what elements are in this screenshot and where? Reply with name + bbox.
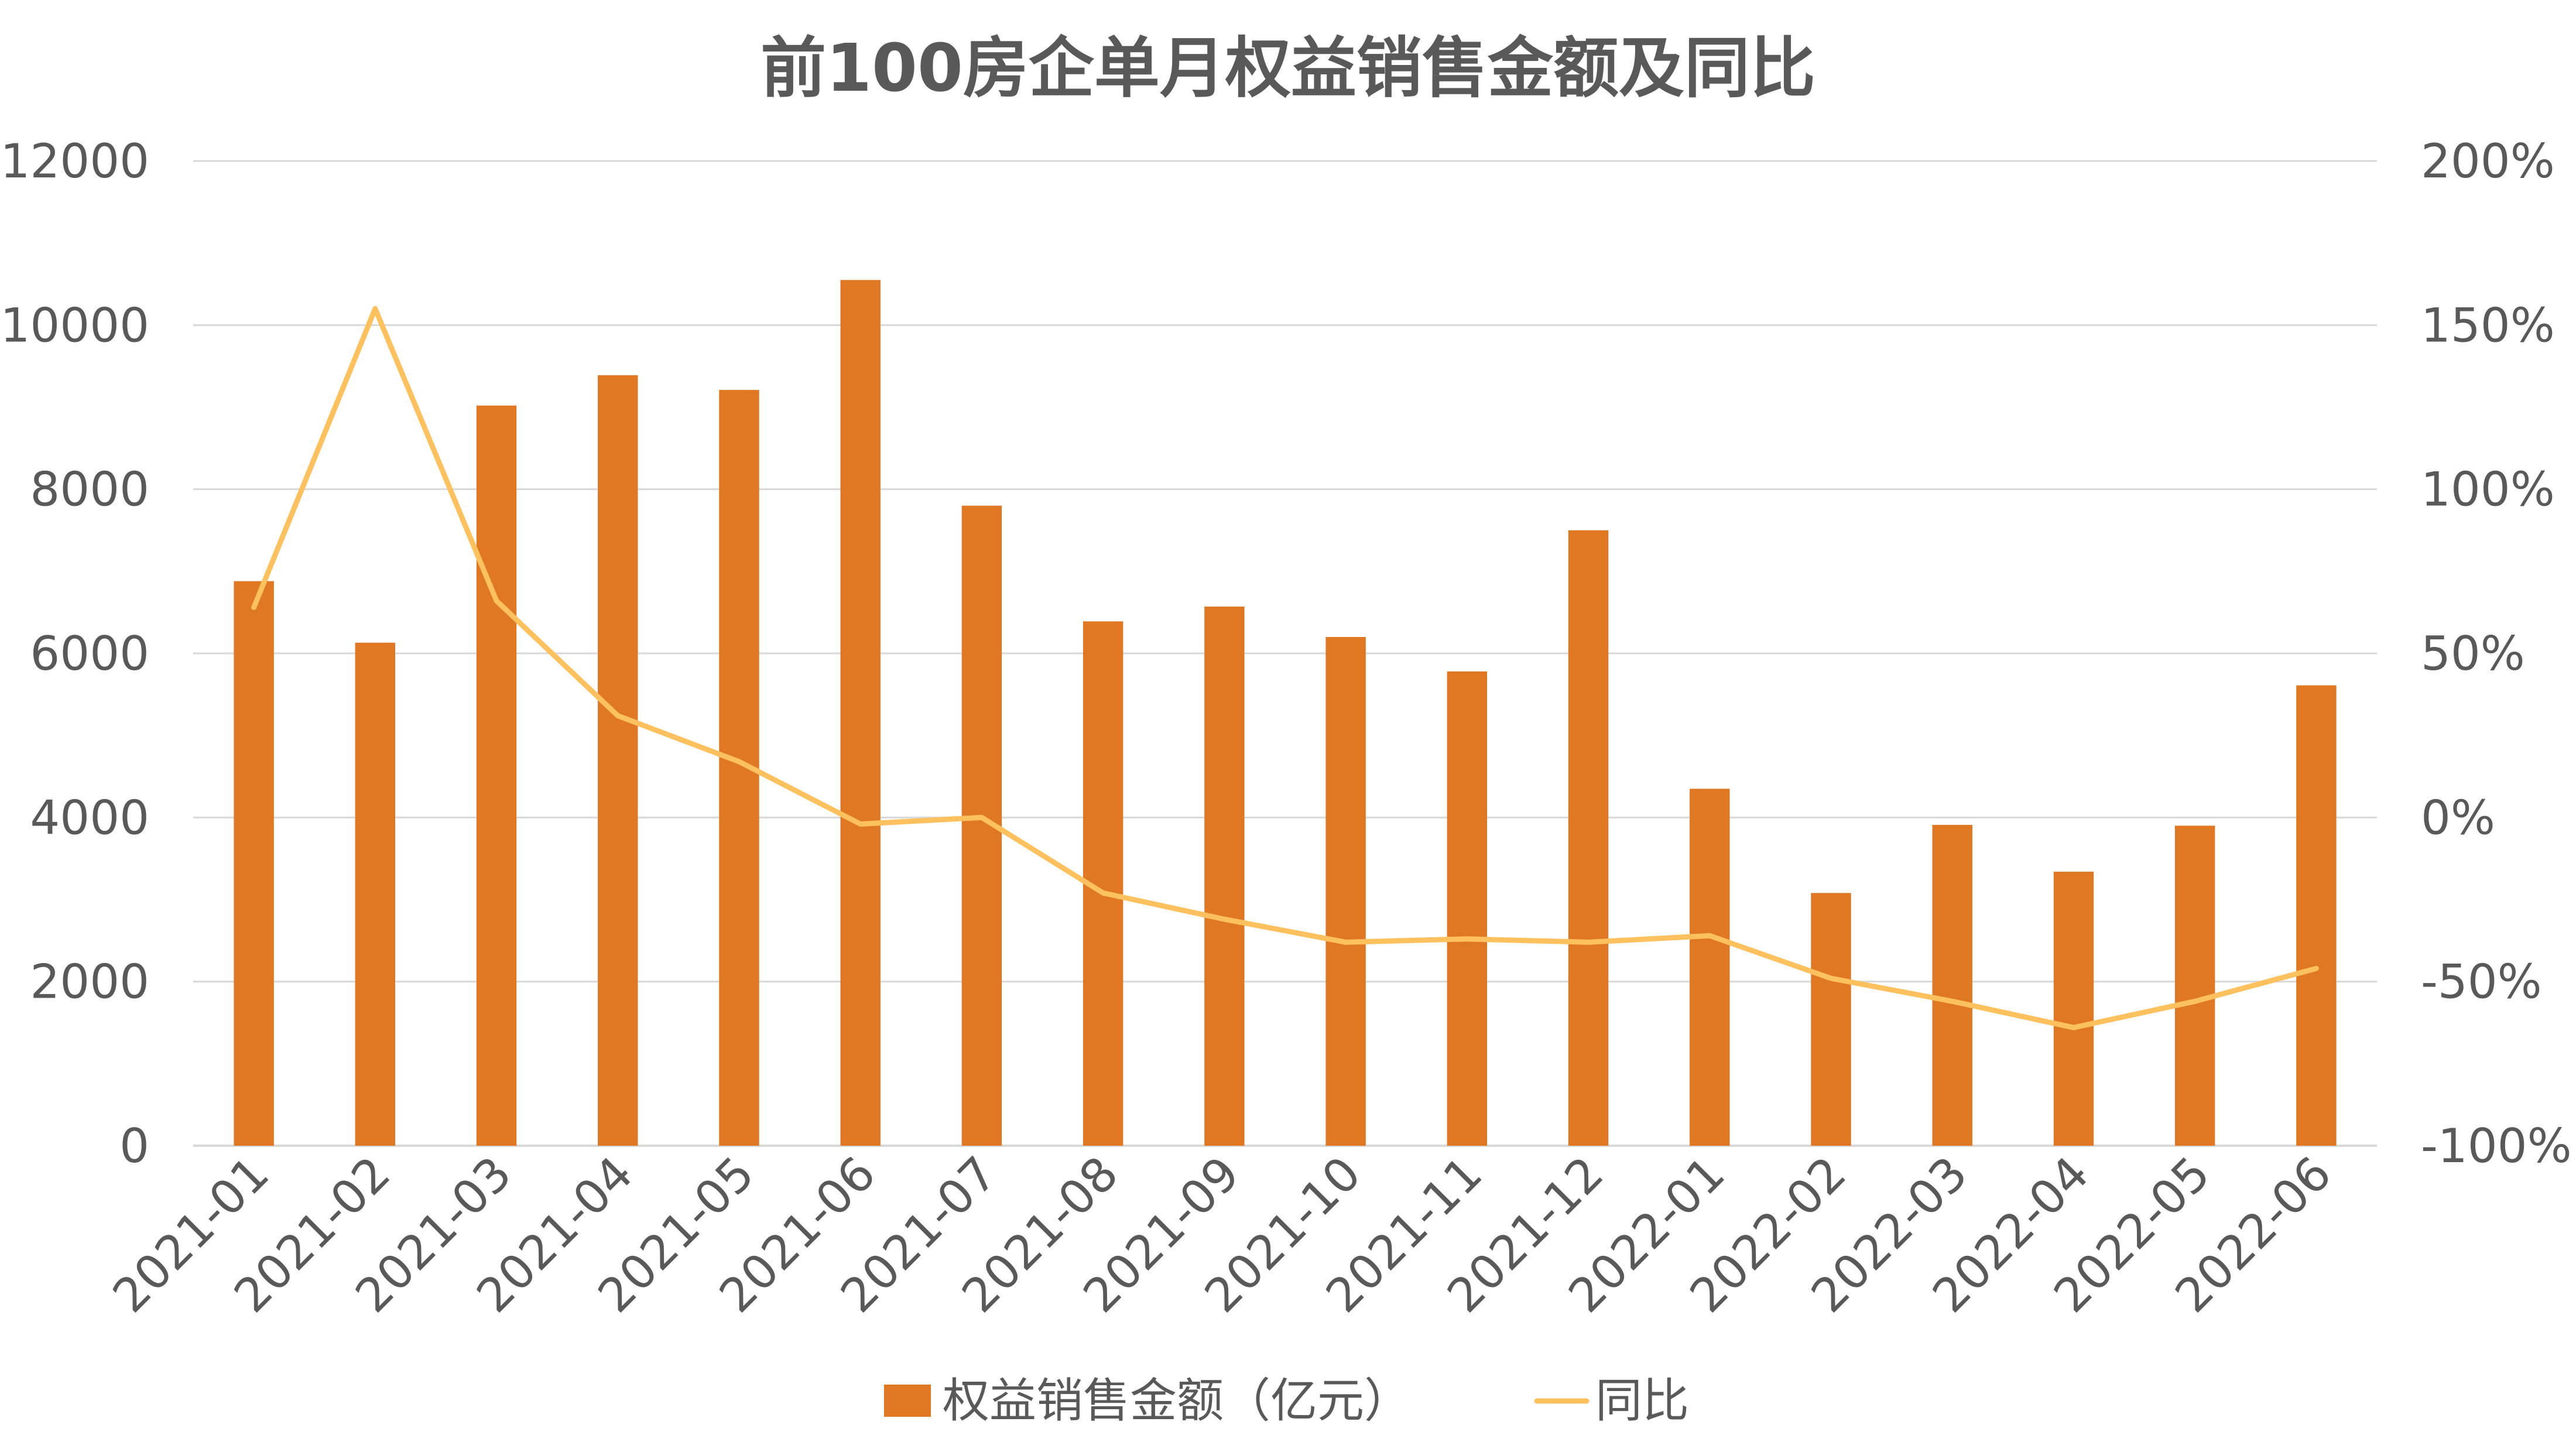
right-tick-label: 100% bbox=[2421, 463, 2555, 517]
bar bbox=[1568, 530, 1609, 1146]
x-axis: 2021-012021-022021-032021-042021-052021-… bbox=[102, 1146, 2342, 1323]
right-tick-label: -100% bbox=[2421, 1119, 2572, 1173]
right-tick-label: 200% bbox=[2421, 134, 2555, 189]
right-y-axis: -100% -50% 0% 50% 100% 150% 200% bbox=[2421, 134, 2572, 1173]
left-tick-label: 8000 bbox=[30, 463, 149, 517]
left-tick-label: 12000 bbox=[1, 134, 150, 189]
gridlines bbox=[193, 160, 2377, 1147]
line-path bbox=[251, 306, 2319, 1030]
bar bbox=[234, 581, 274, 1146]
left-y-axis: 0 2000 4000 6000 8000 10000 12000 bbox=[1, 134, 150, 1173]
bar bbox=[2174, 825, 2215, 1146]
bar bbox=[840, 280, 881, 1146]
bar bbox=[1932, 824, 1972, 1146]
bar bbox=[1325, 636, 1366, 1146]
line-series bbox=[251, 306, 2319, 1030]
legend-label-bar: 权益销售金额（亿元） bbox=[943, 1373, 1411, 1428]
bar bbox=[2053, 871, 2094, 1146]
left-tick-label: 0 bbox=[119, 1119, 149, 1173]
chart-title: 前100房企单月权益销售金额及同比 bbox=[761, 30, 1815, 107]
left-tick-label: 10000 bbox=[1, 298, 150, 352]
legend: 权益销售金额（亿元） 同比 bbox=[884, 1373, 1689, 1428]
left-tick-label: 4000 bbox=[30, 790, 149, 845]
bar bbox=[598, 375, 638, 1146]
bar bbox=[1204, 607, 1245, 1146]
legend-label-line: 同比 bbox=[1595, 1373, 1689, 1428]
bar bbox=[1690, 789, 1730, 1146]
legend-swatch-bar bbox=[884, 1385, 931, 1417]
bar bbox=[1447, 671, 1488, 1146]
left-tick-label: 6000 bbox=[30, 626, 149, 681]
right-tick-label: 0% bbox=[2421, 790, 2495, 845]
right-tick-label: 50% bbox=[2421, 626, 2525, 681]
bar bbox=[355, 642, 396, 1146]
right-tick-label: 150% bbox=[2421, 298, 2555, 352]
bar-series bbox=[234, 280, 2337, 1146]
bar bbox=[1811, 893, 1851, 1146]
bar bbox=[476, 405, 517, 1146]
right-tick-label: -50% bbox=[2421, 955, 2542, 1009]
bar bbox=[2296, 685, 2337, 1146]
left-tick-label: 2000 bbox=[30, 955, 149, 1009]
